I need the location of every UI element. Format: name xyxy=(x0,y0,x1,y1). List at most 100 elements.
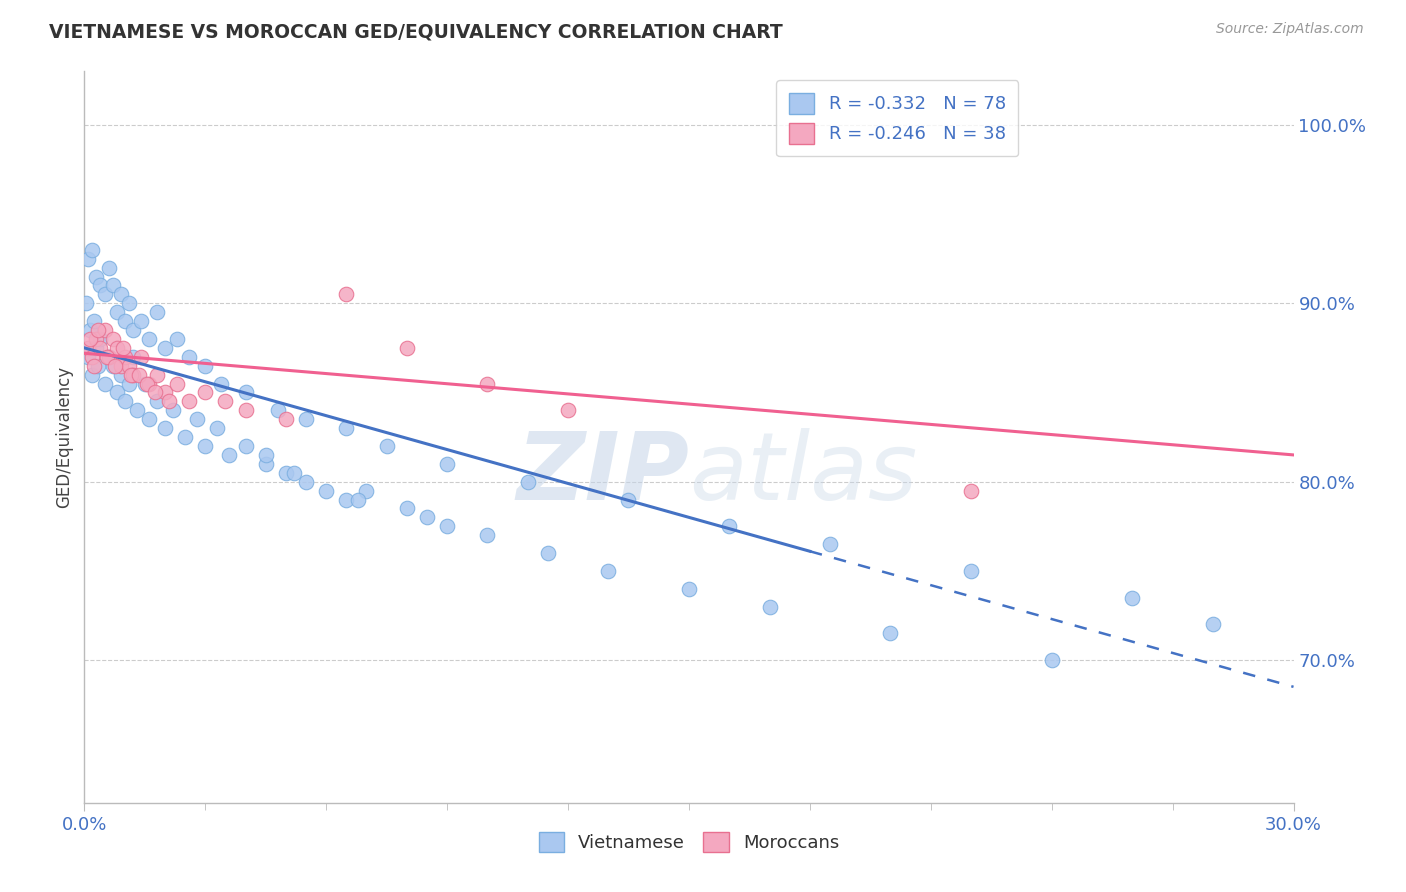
Point xyxy=(235,439,257,453)
Point xyxy=(101,359,124,373)
Point xyxy=(335,287,357,301)
Point xyxy=(125,403,148,417)
Point xyxy=(214,394,236,409)
Point xyxy=(128,368,150,382)
Point xyxy=(166,376,188,391)
Point xyxy=(77,252,100,266)
Point xyxy=(416,510,439,524)
Text: VIETNAMESE VS MOROCCAN GED/EQUIVALENCY CORRELATION CHART: VIETNAMESE VS MOROCCAN GED/EQUIVALENCY C… xyxy=(49,22,783,41)
Point xyxy=(179,394,201,409)
Point xyxy=(110,368,132,382)
Point xyxy=(315,483,337,498)
Point xyxy=(110,287,132,301)
Point xyxy=(114,394,136,409)
Point xyxy=(121,368,143,382)
Point xyxy=(82,243,104,257)
Text: Source: ZipAtlas.com: Source: ZipAtlas.com xyxy=(1216,22,1364,37)
Point xyxy=(143,385,166,400)
Point xyxy=(1040,653,1063,667)
Point xyxy=(166,332,188,346)
Point xyxy=(537,546,560,560)
Point xyxy=(104,359,127,373)
Point xyxy=(162,403,184,417)
Point xyxy=(146,394,169,409)
Point xyxy=(120,368,142,382)
Point xyxy=(678,582,700,596)
Point xyxy=(97,350,120,364)
Point xyxy=(75,296,97,310)
Text: ZIP: ZIP xyxy=(516,427,689,520)
Text: atlas: atlas xyxy=(689,428,917,519)
Point xyxy=(86,341,108,355)
Point xyxy=(138,376,160,391)
Point xyxy=(194,385,217,400)
Point xyxy=(254,448,277,462)
Point xyxy=(235,403,257,417)
Point xyxy=(105,305,128,319)
Point xyxy=(93,376,115,391)
Point xyxy=(960,564,983,578)
Point xyxy=(194,359,217,373)
Point xyxy=(121,323,143,337)
Point xyxy=(347,492,370,507)
Point xyxy=(1121,591,1143,605)
Point xyxy=(179,350,201,364)
Point xyxy=(89,341,111,355)
Point xyxy=(267,403,290,417)
Point xyxy=(153,421,176,435)
Point xyxy=(138,332,160,346)
Point xyxy=(395,501,418,516)
Point xyxy=(134,376,156,391)
Point xyxy=(436,457,458,471)
Point xyxy=(101,332,124,346)
Point xyxy=(146,305,169,319)
Point xyxy=(283,466,305,480)
Point xyxy=(174,430,197,444)
Point xyxy=(77,341,100,355)
Point xyxy=(146,368,169,382)
Point xyxy=(395,341,418,355)
Point xyxy=(1202,617,1225,632)
Point xyxy=(375,439,398,453)
Point xyxy=(186,412,208,426)
Point xyxy=(83,359,105,373)
Point xyxy=(96,350,118,364)
Point xyxy=(77,350,100,364)
Point xyxy=(274,412,297,426)
Point xyxy=(135,376,157,391)
Point xyxy=(118,376,141,391)
Point xyxy=(93,287,115,301)
Point xyxy=(110,359,132,373)
Point xyxy=(86,332,108,346)
Point xyxy=(118,359,141,373)
Point xyxy=(207,421,229,435)
Point xyxy=(83,314,105,328)
Point xyxy=(477,376,499,391)
Point xyxy=(477,528,499,542)
Point xyxy=(86,269,108,284)
Point xyxy=(89,332,111,346)
Point xyxy=(194,439,217,453)
Point xyxy=(335,492,357,507)
Point xyxy=(758,599,780,614)
Point xyxy=(436,519,458,533)
Point xyxy=(97,260,120,275)
Point xyxy=(335,421,357,435)
Point xyxy=(209,376,232,391)
Point xyxy=(118,296,141,310)
Point xyxy=(356,483,378,498)
Point xyxy=(818,537,841,551)
Point xyxy=(101,278,124,293)
Point xyxy=(879,626,901,640)
Point xyxy=(218,448,240,462)
Point xyxy=(153,385,176,400)
Point xyxy=(254,457,277,471)
Point xyxy=(121,350,143,364)
Point xyxy=(82,350,104,364)
Point xyxy=(274,466,297,480)
Legend: Vietnamese, Moroccans: Vietnamese, Moroccans xyxy=(531,824,846,860)
Point xyxy=(79,323,101,337)
Point xyxy=(153,341,176,355)
Point xyxy=(87,323,110,337)
Point xyxy=(89,278,111,293)
